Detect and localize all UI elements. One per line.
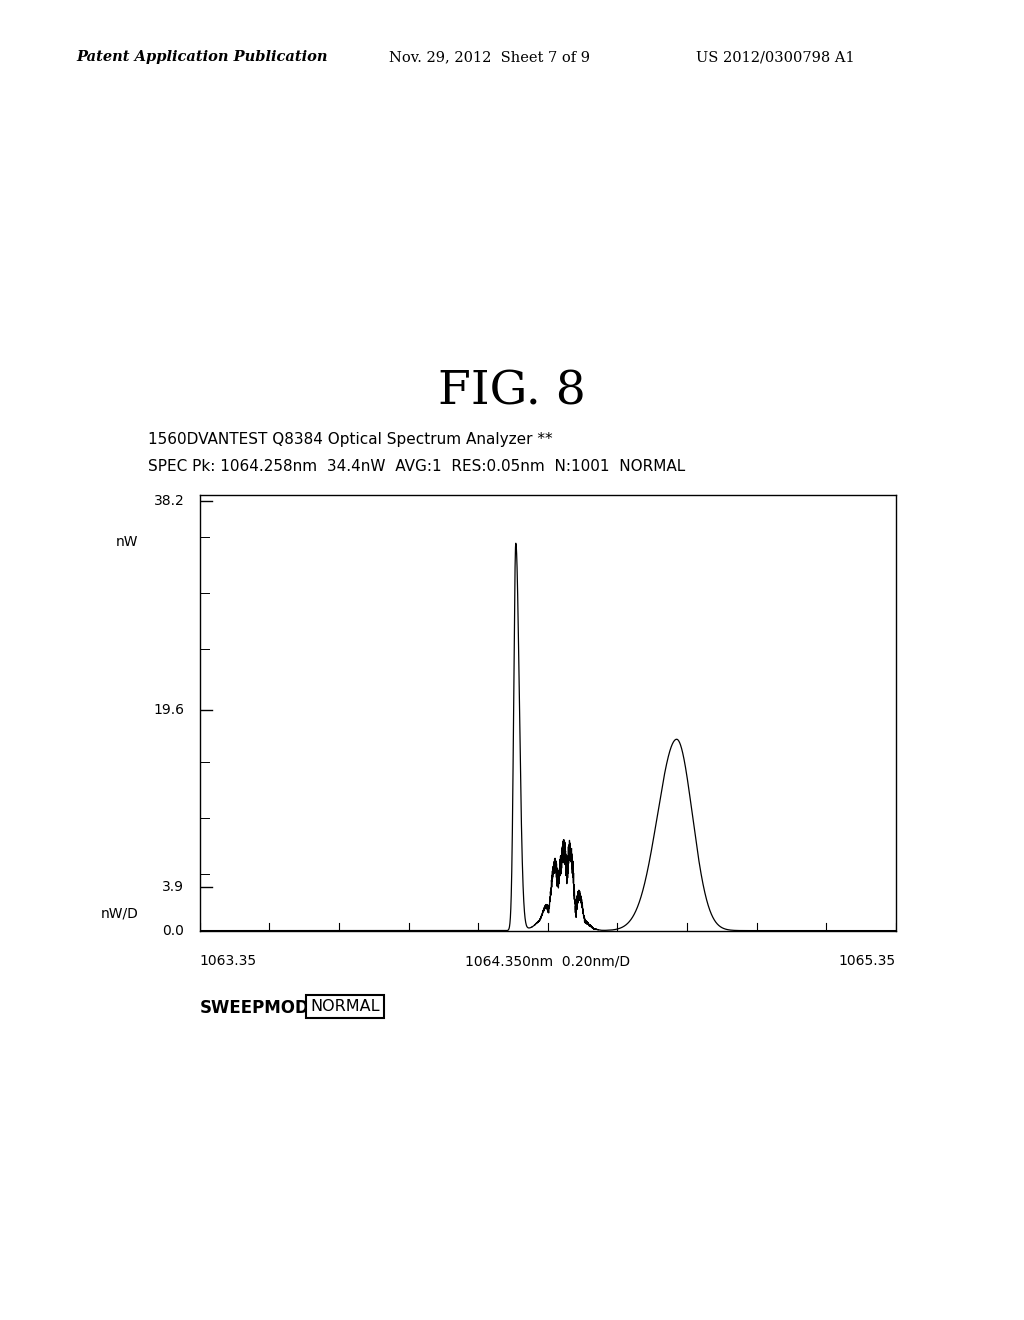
Text: 1065.35: 1065.35 <box>839 954 896 969</box>
Text: nW: nW <box>116 536 138 549</box>
Text: 3.9: 3.9 <box>163 879 184 894</box>
Text: 1064.350nm  0.20nm/D: 1064.350nm 0.20nm/D <box>465 954 631 969</box>
Text: 0.0: 0.0 <box>163 924 184 937</box>
Text: SPEC Pk: 1064.258nm  34.4nW  AVG:1  RES:0.05nm  N:1001  NORMAL: SPEC Pk: 1064.258nm 34.4nW AVG:1 RES:0.0… <box>148 459 686 474</box>
Text: FIG. 8: FIG. 8 <box>438 370 586 414</box>
Text: nW/D: nW/D <box>100 907 138 921</box>
Text: 38.2: 38.2 <box>154 494 184 508</box>
Text: 19.6: 19.6 <box>154 704 184 717</box>
Text: Patent Application Publication: Patent Application Publication <box>77 50 329 65</box>
Text: NORMAL: NORMAL <box>310 999 380 1014</box>
Text: US 2012/0300798 A1: US 2012/0300798 A1 <box>696 50 855 65</box>
Text: Nov. 29, 2012  Sheet 7 of 9: Nov. 29, 2012 Sheet 7 of 9 <box>389 50 590 65</box>
Text: 1063.35: 1063.35 <box>200 954 257 969</box>
Text: 1560DVANTEST Q8384 Optical Spectrum Analyzer **: 1560DVANTEST Q8384 Optical Spectrum Anal… <box>148 432 553 446</box>
Text: SWEEPMODE:: SWEEPMODE: <box>200 999 328 1018</box>
